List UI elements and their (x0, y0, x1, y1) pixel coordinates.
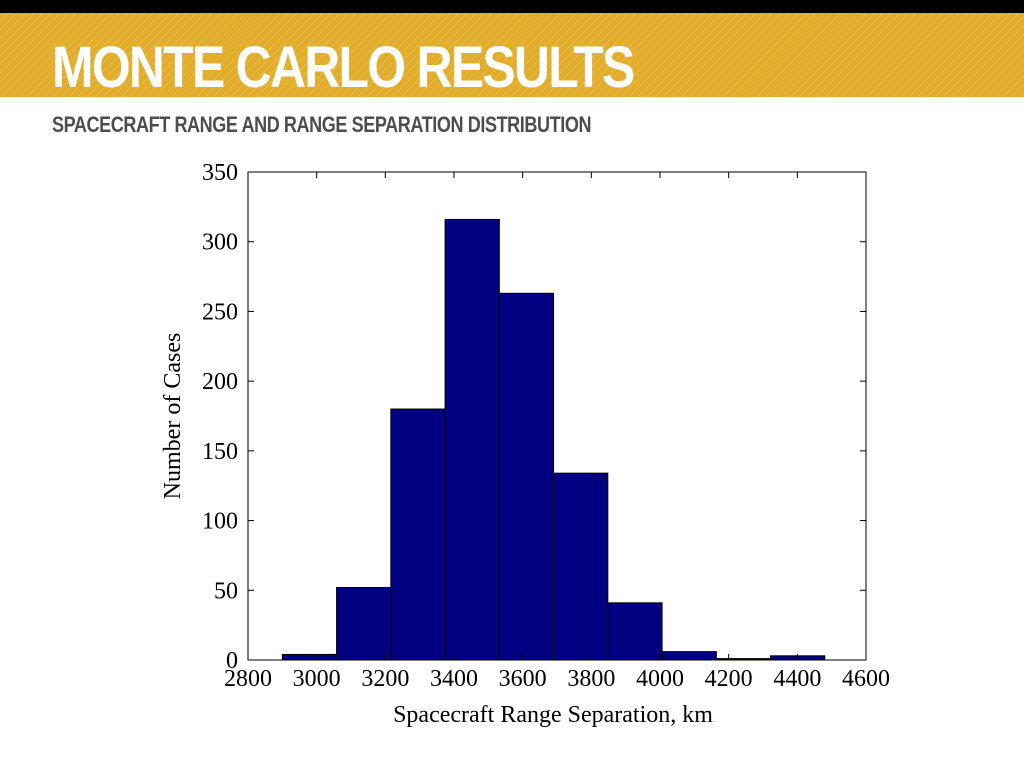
y-tick-label: 150 (202, 439, 238, 465)
y-tick-label: 300 (202, 230, 238, 256)
y-axis-label: Number of Cases (160, 333, 186, 500)
x-axis-label: Spacecraft Range Separation, km (393, 702, 713, 728)
histogram-bar (661, 651, 717, 661)
histogram-bar (281, 653, 338, 661)
x-tick-label: 4000 (636, 666, 684, 692)
slide-title: MONTE CARLO RESULTS (52, 35, 635, 100)
x-tick-label: 4200 (705, 666, 753, 692)
y-tick-label: 350 (202, 160, 238, 186)
histogram-bars (281, 218, 826, 661)
histogram-bar (553, 472, 609, 661)
histogram-bar (336, 586, 392, 661)
histogram-bar (607, 602, 663, 661)
x-tick-label: 3400 (430, 666, 478, 692)
histogram-bar (390, 408, 446, 661)
slide-subtitle: SPACECRAFT RANGE AND RANGE SEPARATION DI… (52, 112, 592, 137)
x-tick-label: 3600 (499, 666, 547, 692)
y-tick-label: 250 (202, 299, 238, 325)
y-tick-label: 0 (226, 648, 238, 674)
y-tick-labels: 0 50 100 150 200 250 300 350 (202, 160, 238, 674)
histogram-bar (498, 292, 555, 661)
y-tick-label: 100 (202, 509, 238, 535)
x-tick-label: 3800 (567, 666, 615, 692)
axis-ticks (247, 171, 867, 661)
title-band (0, 13, 1024, 97)
x-tick-label: 4400 (773, 666, 821, 692)
y-tick-label: 200 (202, 369, 238, 395)
y-tick-label: 50 (214, 578, 238, 604)
histogram-bar (444, 218, 500, 661)
x-tick-label: 2800 (224, 666, 272, 692)
x-tick-label: 4600 (842, 666, 890, 692)
x-tick-labels: 2800 3000 3200 3400 3600 3800 4000 4200 4400 4600 (224, 666, 890, 692)
x-tick-label: 3000 (293, 666, 341, 692)
top-bar (0, 0, 1024, 13)
x-tick-label: 3200 (361, 666, 409, 692)
plot-frame (247, 171, 867, 661)
